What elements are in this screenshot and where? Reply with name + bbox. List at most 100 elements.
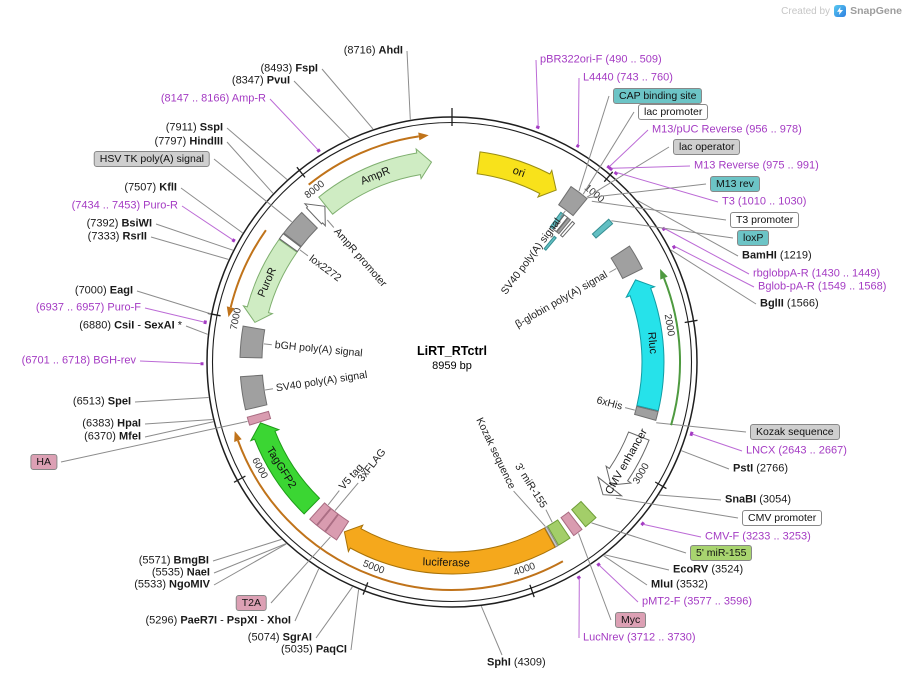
callout-text: CsiI — [114, 319, 135, 332]
callout-pmt2-f-3577-3596[interactable]: pMT2-F (3577 .. 3596) — [642, 596, 752, 609]
callout-m13-reverse-975-991[interactable]: M13 Reverse (975 .. 991) — [694, 160, 819, 173]
feature-taggfp2[interactable] — [249, 422, 321, 515]
primer-binding-arc[interactable] — [689, 431, 694, 437]
callout-loxp[interactable]: loxP — [737, 229, 770, 247]
feature-3xflag[interactable] — [316, 507, 339, 533]
callout-5-mir-155[interactable]: 5' miR-155 — [690, 544, 753, 562]
callout-8493-fspi[interactable]: (8493) FspI — [261, 63, 318, 76]
primer-binding-arc[interactable] — [535, 125, 540, 130]
callout-8147-8166-amp-r[interactable]: (8147 .. 8166) Amp-R — [161, 93, 266, 106]
feature-cmv-enhancer[interactable] — [605, 431, 650, 486]
callout-6513-spei[interactable]: (6513) SpeI — [73, 396, 131, 409]
callout-lncx-2643-2667[interactable]: LNCX (2643 .. 2667) — [746, 445, 847, 458]
feature-ampr[interactable] — [318, 147, 433, 215]
feature-rluc[interactable] — [625, 279, 665, 412]
callout-bglob-pa-r-1549-1568[interactable]: Bglob-pA-R (1549 .. 1568) — [758, 281, 886, 294]
callout-7797-hindiii[interactable]: (7797) HindIII — [155, 136, 223, 149]
feature-hsv-tk-poly-a-signal[interactable] — [283, 211, 319, 248]
callout-6880-csii-sexai[interactable]: (6880) CsiI - SexAI * — [79, 320, 182, 333]
feature-sv40-poly-a-signal[interactable] — [558, 185, 588, 217]
callout-sphi-4309[interactable]: SphI (4309) — [487, 657, 546, 670]
callout-cmv-f-3233-3253[interactable]: CMV-F (3233 .. 3253) — [705, 531, 811, 544]
feature-loxp[interactable] — [591, 218, 614, 239]
callout-bglii-1566[interactable]: BglII (1566) — [760, 298, 819, 311]
callout-m13-rev[interactable]: M13 rev — [710, 175, 760, 193]
feature-luciferase[interactable] — [343, 524, 556, 575]
feature-myc[interactable] — [560, 511, 583, 537]
callout-m13-puc-reverse-956-978[interactable]: M13/pUC Reverse (956 .. 978) — [652, 124, 802, 137]
feature-ha[interactable] — [246, 410, 272, 426]
feature-6xhis[interactable] — [633, 405, 659, 422]
callout-8347-pvui[interactable]: (8347) PvuI — [232, 75, 290, 88]
primer-binding-arc[interactable] — [608, 167, 614, 172]
callout-l4440-743-760[interactable]: L4440 (743 .. 760) — [583, 72, 673, 85]
callout-bamhi-1219[interactable]: BamHI (1219) — [742, 250, 812, 263]
callout-hsv-tk-poly-a-signal[interactable]: HSV TK poly(A) signal — [93, 150, 210, 168]
callout-t3-1010-1030[interactable]: T3 (1010 .. 1030) — [722, 196, 806, 209]
callout-t2a[interactable]: T2A — [235, 594, 267, 612]
callout-7911-sspi[interactable]: (7911) SspI — [166, 122, 223, 135]
callout-line-t3-promoter — [591, 200, 727, 221]
callout-cmv-promoter[interactable]: CMV promoter — [742, 509, 823, 527]
callout-mlui-3532[interactable]: MluI (3532) — [651, 579, 708, 592]
callout-text: pMT2-F (3577 .. 3596) — [642, 595, 753, 608]
primer-binding-arc[interactable] — [316, 148, 321, 153]
callout-ecorv-3524[interactable]: EcoRV (3524) — [673, 564, 743, 577]
feature-lox2272[interactable] — [278, 232, 302, 253]
callout-8716-ahdi[interactable]: (8716) AhdI — [344, 45, 403, 58]
callout-text: (1219) — [776, 249, 812, 262]
callout-pbr322ori-f-490-509[interactable]: pBR322ori-F (490 .. 509) — [540, 54, 662, 67]
callout-kozak-sequence[interactable]: Kozak sequence — [750, 423, 840, 441]
primer-binding-arc[interactable] — [203, 320, 207, 325]
callout-7000-eagi[interactable]: (7000) EagI — [75, 285, 133, 298]
callout-myc[interactable]: Myc — [615, 611, 647, 629]
primer-binding-arc[interactable] — [671, 244, 677, 250]
primer-binding-arc[interactable] — [613, 170, 619, 176]
primer-binding-arc[interactable] — [575, 143, 580, 148]
callout-6370-mfei[interactable]: (6370) MfeI — [84, 431, 141, 444]
callout-6383-hpai[interactable]: (6383) HpaI — [82, 418, 141, 431]
callout-5296-paer7i-pspxi-xhoi[interactable]: (5296) PaeR7I - PspXI - XhoI — [145, 615, 291, 628]
feature-ori[interactable] — [476, 151, 557, 198]
callout-5535-naei[interactable]: (5535) NaeI — [152, 567, 210, 580]
callout-snabi-3054[interactable]: SnaBI (3054) — [725, 494, 791, 507]
feature-5-mir-155[interactable] — [570, 500, 597, 528]
callout-7333-rsrii[interactable]: (7333) RsrII — [88, 231, 147, 244]
primer-binding-arc[interactable] — [661, 226, 666, 232]
primer-binding-arc[interactable] — [640, 521, 645, 527]
feature-puror[interactable] — [242, 238, 298, 324]
callout-6937-6957-puro-f[interactable]: (6937 .. 6957) Puro-F — [36, 302, 141, 315]
feature-m13-rev[interactable] — [543, 235, 557, 251]
callout-5074-sgrai[interactable]: (5074) SgrAI — [248, 632, 312, 645]
callout-line-7000-eagi — [136, 290, 211, 315]
callout-6701-6718-bgh-rev[interactable]: (6701 .. 6718) BGH-rev — [22, 355, 136, 368]
feature-lac-operator[interactable] — [555, 217, 572, 235]
callout-7507-kfli[interactable]: (7507) KflI — [124, 182, 177, 195]
callout-lac-promoter[interactable]: lac promoter — [638, 103, 709, 121]
feature-t2a[interactable] — [324, 513, 350, 541]
feature-v5-tag[interactable] — [309, 502, 332, 526]
callout-5571-bmgbi[interactable]: (5571) BmgBI — [139, 555, 209, 568]
callout-cap-binding-site[interactable]: CAP binding site — [613, 87, 703, 105]
feature-t3-promoter[interactable] — [559, 220, 576, 238]
primer-binding-arc[interactable] — [231, 238, 236, 243]
callout-7392-bsiwi[interactable]: (7392) BsiWI — [87, 218, 152, 231]
callout-7434-7453-puro-r[interactable]: (7434 .. 7453) Puro-R — [72, 200, 178, 213]
feature-bgh-poly-a-signal[interactable] — [239, 325, 266, 359]
primer-binding-arc[interactable] — [576, 575, 581, 580]
feature-cmv-promoter[interactable] — [597, 475, 624, 497]
callout-lucnrev-3712-3730[interactable]: LucNrev (3712 .. 3730) — [583, 632, 696, 645]
callout-ha[interactable]: HA — [30, 453, 57, 471]
feature-sv40-poly-a-signal[interactable] — [239, 374, 268, 411]
callout-line-m13-reverse-975-991 — [611, 165, 691, 169]
callout-5533-ngomiv[interactable]: (5533) NgoMIV — [134, 579, 210, 592]
callout-t3-promoter[interactable]: T3 promoter — [730, 211, 800, 229]
callout-5035-paqci[interactable]: (5035) PaqCI — [281, 644, 347, 657]
callout-rbglobpa-r-1430-1449[interactable]: rbglobpA-R (1430 .. 1449) — [753, 268, 880, 281]
feature-globin-poly-a-signal[interactable] — [610, 245, 644, 280]
feature-3-mir-155[interactable] — [546, 519, 571, 546]
callout-lac-operator[interactable]: lac operator — [673, 138, 741, 156]
callout-psti-2766[interactable]: PstI (2766) — [733, 463, 788, 476]
primer-binding-arc[interactable] — [596, 562, 601, 567]
feature-ampr-promoter[interactable] — [303, 203, 326, 228]
